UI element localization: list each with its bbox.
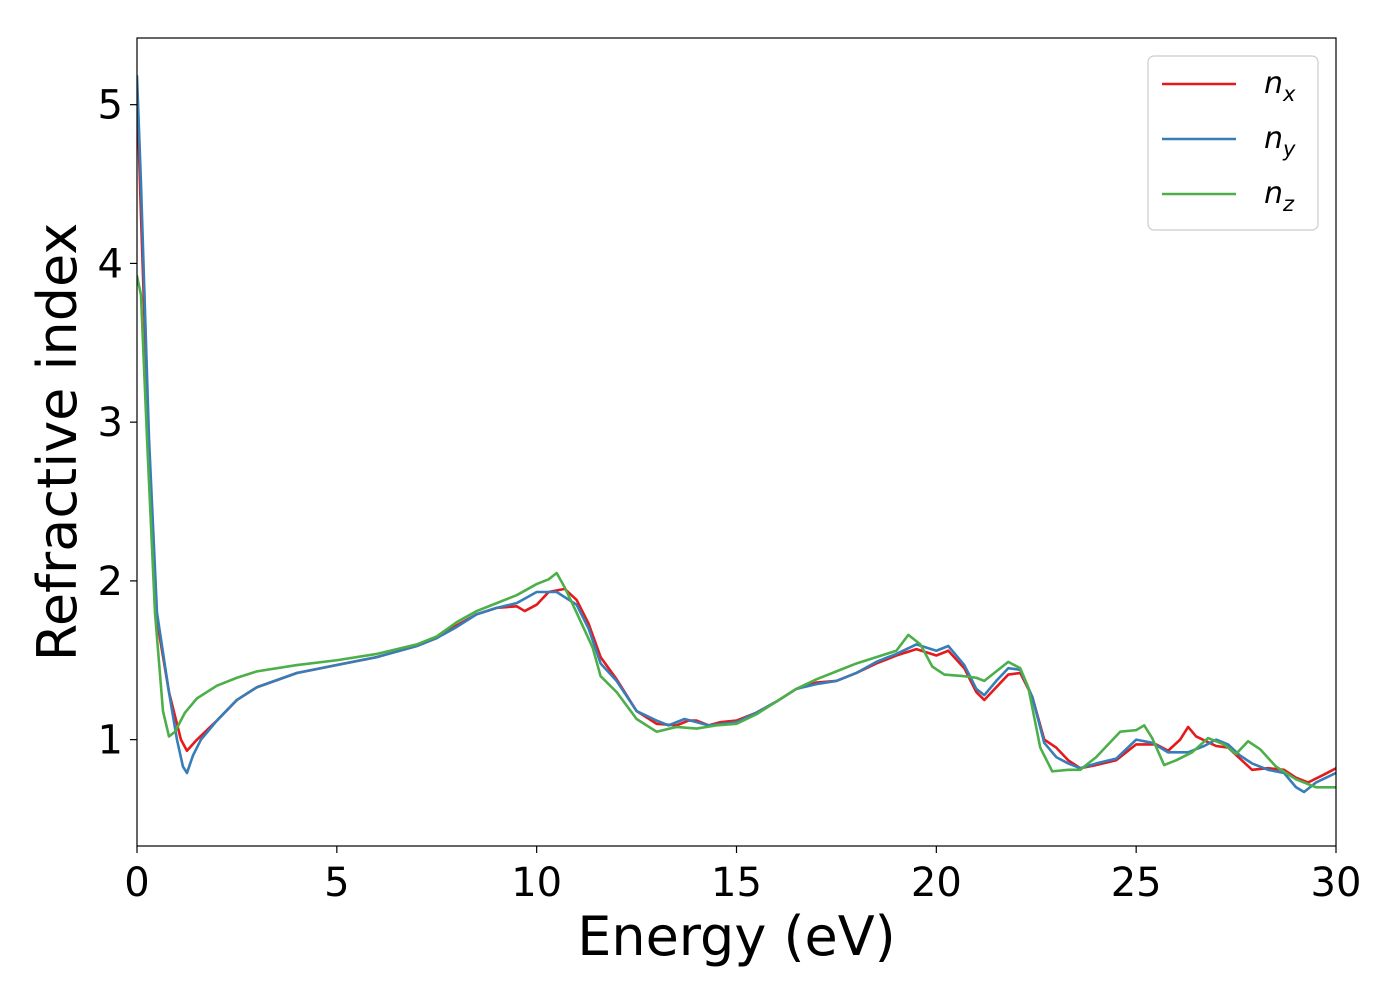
x-tick-label: 25 [1111,860,1162,906]
x-axis: 0 5 10 15 20 25 30 [124,846,1361,906]
y-tick-label: 1 [98,718,123,764]
y-tick-label: 2 [98,559,123,605]
x-tick-label: 10 [511,860,562,906]
y-tick-label: 3 [98,400,123,446]
y-axis: 1 2 3 4 5 [98,83,137,764]
legend: nx ny nz [1147,55,1319,231]
legend-label-y: ny [1264,121,1296,161]
plot-area [137,74,1336,794]
x-tick-label: 30 [1311,860,1362,906]
y-tick-label: 5 [98,83,123,129]
x-tick-label: 15 [711,860,762,906]
y-tick-label: 4 [98,241,123,287]
plot-frame [136,37,1337,847]
legend-label-x: nx [1264,66,1296,106]
y-axis-label: Refractive index [26,223,89,662]
legend-label-z: nz [1264,176,1295,216]
x-tick-label: 20 [911,860,962,906]
x-tick-label: 0 [124,860,149,906]
x-tick-label: 5 [324,860,349,906]
legend-box [1147,55,1319,231]
x-axis-label: Energy (eV) [577,905,896,968]
series-line-z [137,274,1336,789]
